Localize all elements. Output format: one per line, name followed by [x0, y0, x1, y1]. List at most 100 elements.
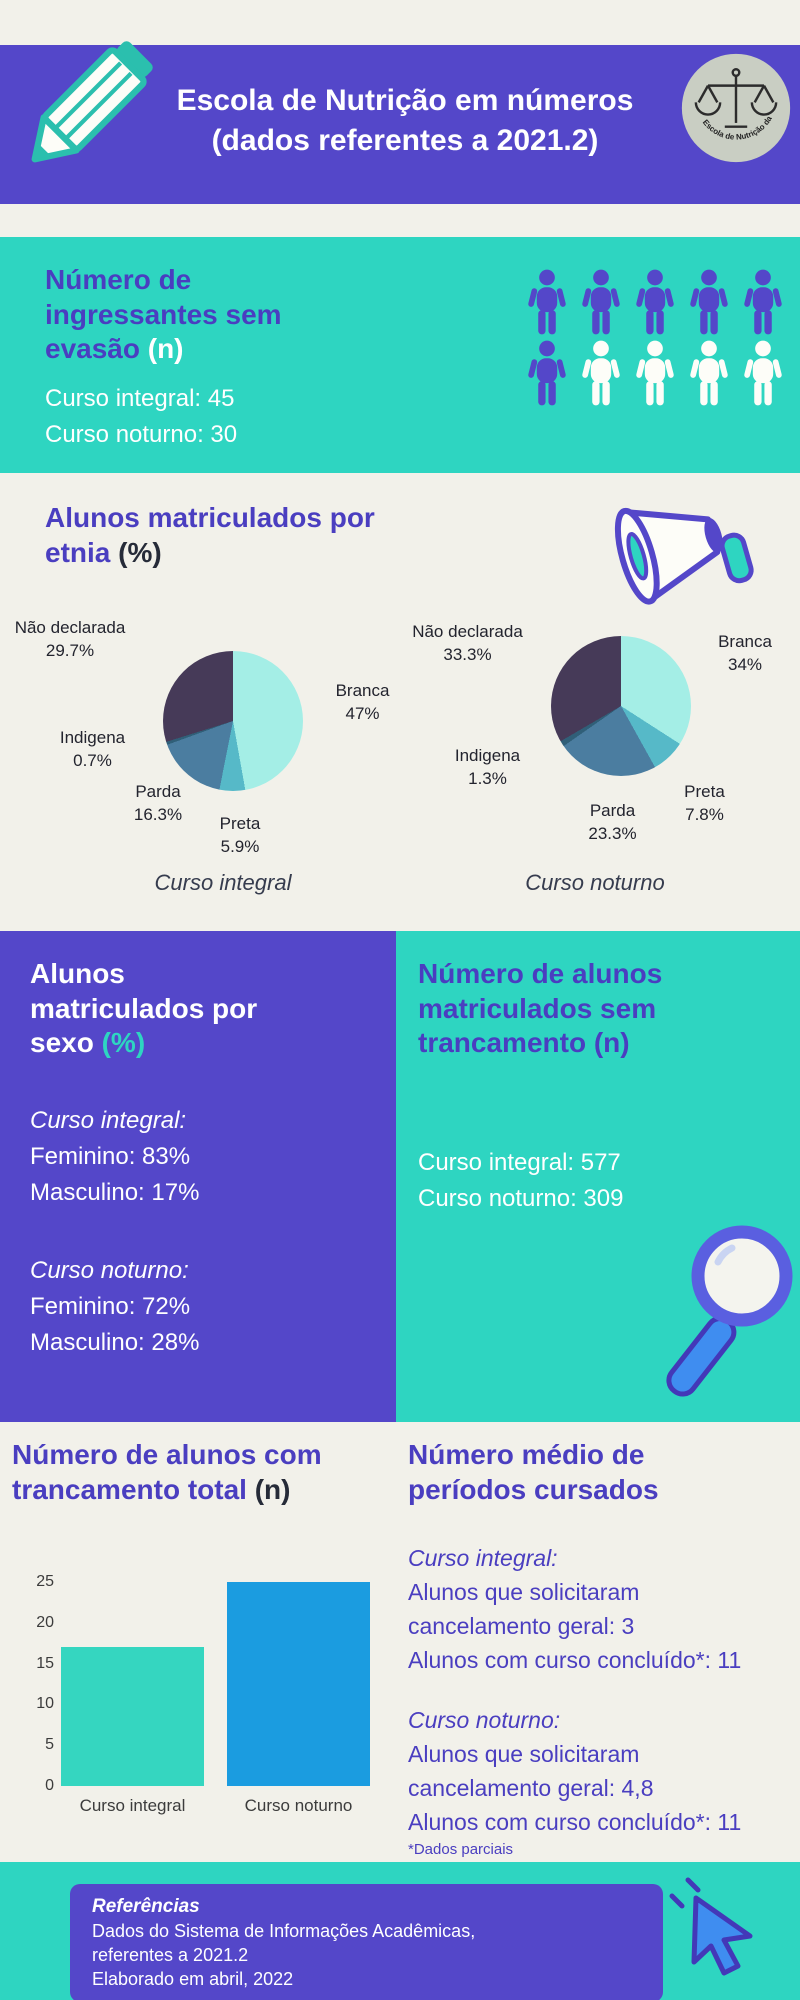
- person-icon: [632, 340, 678, 408]
- bar-ytick: 15: [36, 1654, 54, 1672]
- group-subtitle: Curso integral:: [30, 1107, 187, 1135]
- etnia-title: Alunos matriculados por etnia (%): [45, 502, 375, 568]
- pie-label-indigena: Indigena 0.7%: [59, 728, 126, 770]
- value-line: cancelamento geral: 4,8: [408, 1775, 654, 1802]
- sexo-group-noturno: Curso noturno: Feminino: 72% Masculino: …: [30, 1253, 360, 1361]
- periodos-footnote: *Dados parciais: [408, 1841, 514, 1859]
- title-suffix: (%): [101, 1027, 146, 1059]
- bar-curso-noturno: [227, 1582, 370, 1786]
- person-icon: [740, 340, 786, 408]
- value-line: Feminino: 72%: [30, 1293, 191, 1321]
- bar-curso-integral: [61, 1647, 204, 1786]
- person-icon: [686, 269, 732, 337]
- section-etnia: Alunos matriculados por etnia (%) Não de…: [0, 473, 800, 931]
- periodos-group-noturno: Curso noturno: Alunos que solicitaram ca…: [408, 1703, 793, 1839]
- sem-trancamento-title: Número de alunos matriculados sem tranca…: [418, 958, 663, 1059]
- bar-plot: [20, 1582, 390, 1786]
- person-icon: [632, 269, 678, 337]
- title-suffix: (%): [118, 536, 162, 568]
- bar-chart: 0 5 10 15 20 25 Curso integral Curso noturno: [20, 1573, 400, 1832]
- value-line: Curso noturno: 309: [418, 1185, 624, 1213]
- section-bottom: Número de alunos com trancamento total (…: [0, 1422, 800, 1862]
- page-title: Escola de Nutrição em números (dados ref…: [155, 81, 655, 160]
- references-line: referentes a 2021.2: [92, 1945, 249, 1965]
- sem-trancamento-block: Número de alunos matriculados sem tranca…: [418, 957, 778, 1217]
- pie-caption-noturno: Curso noturno: [525, 870, 665, 895]
- person-icons-row-2: [524, 340, 786, 408]
- person-icons-row-1: [524, 269, 786, 337]
- bar-ytick: 10: [36, 1695, 54, 1713]
- title-suffix: (n): [147, 333, 184, 365]
- value-line: Masculino: 17%: [30, 1179, 200, 1207]
- value-line: Masculino: 28%: [30, 1329, 200, 1357]
- section-sem-trancamento: Número de alunos matriculados sem tranca…: [396, 931, 800, 1422]
- ingressantes-block: Número de ingressantes sem evasão (n) Cu…: [45, 263, 305, 453]
- bar-ytick: 0: [45, 1777, 54, 1794]
- ingressantes-title: Número de ingressantes sem evasão (n): [45, 264, 282, 365]
- bar-xlabel-integral: Curso integral: [79, 1796, 186, 1815]
- value-line: cancelamento geral: 3: [408, 1613, 635, 1640]
- pencil-icon: [31, 41, 153, 163]
- sexo-title: Alunos matriculados por sexo (%): [30, 958, 258, 1059]
- pie-label-branca: Branca 34%: [718, 632, 772, 674]
- pie-label-preta: Preta 5.9%: [219, 814, 261, 856]
- references-line: Elaborado em abril, 2022: [92, 1969, 294, 1989]
- bar-xlabel-noturno: Curso noturno: [244, 1796, 353, 1815]
- group-subtitle: Curso noturno:: [408, 1707, 561, 1734]
- bar-ytick: 25: [36, 1573, 54, 1590]
- references-box: Referências Dados do Sistema de Informaç…: [70, 1884, 663, 2000]
- group-subtitle: Curso integral:: [408, 1545, 558, 1572]
- person-icon: [578, 269, 624, 337]
- person-icon: [686, 340, 732, 408]
- section-sexo: Alunos matriculados por sexo (%) Curso i…: [0, 931, 396, 1422]
- pie-chart-curso-noturno: [551, 636, 691, 776]
- title-suffix: (n): [593, 1027, 630, 1059]
- person-icon: [740, 269, 786, 337]
- sexo-group-integral: Curso integral: Feminino: 83% Masculino:…: [30, 1103, 360, 1211]
- bar-yticks: 0 5 10 15 20 25: [20, 1573, 54, 1794]
- pie-label-parda: Parda 16.3%: [133, 782, 183, 824]
- pie-label-indigena: Indigena 1.3%: [454, 746, 521, 788]
- value-line: Alunos que solicitaram: [408, 1741, 640, 1768]
- bar-ytick: 5: [45, 1736, 54, 1754]
- pie-caption-integral: Curso integral: [154, 870, 292, 895]
- pie-label-preta: Preta 7.8%: [684, 782, 725, 824]
- pie-label-parda: Parda 23.3%: [588, 801, 637, 843]
- periodos-title: Número médio de períodos cursados: [408, 1439, 659, 1505]
- section-ingressantes: Número de ingressantes sem evasão (n) Cu…: [0, 237, 800, 473]
- school-logo: Escola de Nutrição da UniRio: [680, 52, 791, 163]
- sexo-block: Alunos matriculados por sexo (%) Curso i…: [30, 957, 360, 1361]
- page-title-line1: Escola de Nutrição em números: [176, 84, 634, 117]
- periodos-group-integral: Curso integral: Alunos que solicitaram c…: [408, 1541, 793, 1677]
- sem-trancamento-values: Curso integral: 577 Curso noturno: 309: [418, 1145, 778, 1217]
- section-split: Alunos matriculados por sexo (%) Curso i…: [0, 931, 800, 1422]
- bar-ytick: 20: [36, 1613, 54, 1631]
- value-line: Alunos com curso concluído*: 11: [408, 1647, 742, 1674]
- scales-icon: [694, 68, 778, 128]
- references-title: Referências: [92, 1896, 200, 1917]
- value-line: Alunos que solicitaram: [408, 1579, 640, 1606]
- pie-label-nao-declarada: Não declarada 29.7%: [14, 618, 126, 660]
- value-line: Feminino: 83%: [30, 1143, 191, 1171]
- megaphone-icon: [614, 507, 754, 605]
- pie-label-nao-declarada: Não declarada 33.3%: [412, 622, 523, 664]
- group-subtitle: Curso noturno:: [30, 1257, 189, 1285]
- trancamento-total-title: Número de alunos com trancamento total (…: [12, 1439, 322, 1505]
- value-line: Curso noturno: 30: [45, 421, 238, 449]
- value-line: Curso integral: 577: [418, 1149, 621, 1177]
- ingressantes-values: Curso integral: 45 Curso noturno: 30: [45, 381, 305, 453]
- value-line: Alunos com curso concluído*: 11: [408, 1809, 742, 1836]
- title-suffix: (n): [254, 1473, 291, 1505]
- magnifier-icon: [666, 1225, 793, 1397]
- person-icon: [524, 340, 570, 408]
- references-line: Dados do Sistema de Informações Acadêmic…: [92, 1921, 476, 1941]
- periodos-block: Número médio de períodos cursados Curso …: [408, 1438, 793, 1858]
- person-icon: [578, 340, 624, 408]
- footer-band: Referências Dados do Sistema de Informaç…: [0, 1862, 800, 2000]
- page-title-line2: (dados referentes a 2021.2): [211, 123, 599, 157]
- value-line: Curso integral: 45: [45, 385, 235, 413]
- pie-chart-curso-integral: [163, 651, 303, 791]
- person-icon: [524, 269, 570, 337]
- cursor-icon: [669, 1877, 753, 1976]
